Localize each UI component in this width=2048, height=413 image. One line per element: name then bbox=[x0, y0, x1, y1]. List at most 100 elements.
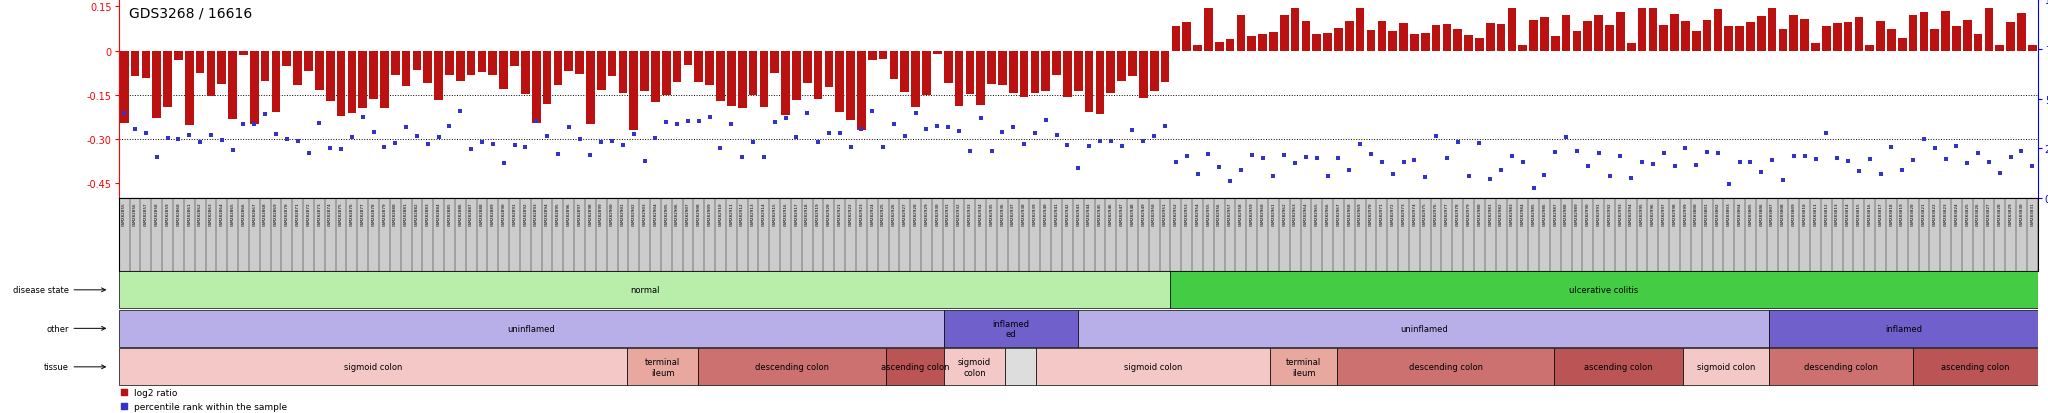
Bar bbox=[889, 52, 899, 79]
Bar bbox=[119, 349, 627, 385]
Bar bbox=[467, 52, 475, 76]
Bar bbox=[510, 52, 518, 67]
Text: GSM282988: GSM282988 bbox=[1565, 202, 1569, 226]
Bar bbox=[500, 52, 508, 90]
Bar bbox=[1171, 27, 1180, 52]
Bar bbox=[1010, 52, 1018, 94]
Point bbox=[1583, 150, 1616, 157]
Text: GSM282874: GSM282874 bbox=[328, 202, 332, 226]
Text: GSM282895: GSM282895 bbox=[555, 202, 559, 226]
Text: inflamed: inflamed bbox=[1884, 324, 1921, 333]
Text: GSM282948: GSM282948 bbox=[1130, 202, 1135, 226]
Bar bbox=[1106, 52, 1114, 94]
Bar bbox=[901, 52, 909, 93]
Point bbox=[889, 134, 922, 140]
Text: GSM282919: GSM282919 bbox=[815, 202, 819, 226]
Text: GSM283009: GSM283009 bbox=[1792, 202, 1796, 226]
Bar bbox=[1346, 22, 1354, 52]
Text: GSM282966: GSM282966 bbox=[1325, 202, 1329, 226]
Bar bbox=[1735, 26, 1745, 52]
Bar bbox=[1053, 52, 1061, 76]
Text: GSM282891: GSM282891 bbox=[512, 202, 516, 226]
Point bbox=[1712, 182, 1745, 188]
Bar bbox=[1747, 23, 1755, 52]
Point bbox=[801, 140, 834, 147]
Bar bbox=[489, 52, 498, 76]
Text: GSM283011: GSM283011 bbox=[1815, 202, 1817, 226]
Text: GSM282873: GSM282873 bbox=[317, 202, 322, 226]
Bar bbox=[1366, 31, 1376, 52]
Text: GSM282908: GSM282908 bbox=[696, 202, 700, 226]
Point bbox=[1853, 156, 1886, 163]
Point bbox=[1886, 167, 1919, 174]
Text: GSM282984: GSM282984 bbox=[1522, 202, 1526, 226]
Text: GSM283000: GSM283000 bbox=[1694, 202, 1698, 226]
Text: GSM282928: GSM282928 bbox=[913, 202, 918, 226]
Text: GSM282965: GSM282965 bbox=[1315, 202, 1319, 226]
Bar bbox=[1030, 52, 1038, 94]
Text: GSM283008: GSM283008 bbox=[1782, 202, 1786, 226]
Bar bbox=[412, 52, 422, 71]
Text: GSM282951: GSM282951 bbox=[1163, 202, 1167, 226]
Point bbox=[1061, 166, 1094, 172]
Bar bbox=[1866, 45, 1874, 52]
Bar bbox=[965, 52, 975, 95]
Point bbox=[1507, 159, 1540, 166]
Point bbox=[1106, 143, 1139, 150]
Point bbox=[129, 131, 162, 137]
Bar bbox=[250, 52, 258, 125]
Point bbox=[1778, 153, 1810, 159]
Bar bbox=[1507, 9, 1516, 52]
Point bbox=[1333, 167, 1366, 173]
Text: GSM282980: GSM282980 bbox=[1477, 202, 1481, 226]
Point bbox=[109, 389, 139, 395]
Point bbox=[1094, 138, 1126, 145]
Point bbox=[1040, 132, 1073, 139]
Bar bbox=[813, 52, 823, 100]
Point bbox=[1843, 169, 1876, 175]
Text: GSM282927: GSM282927 bbox=[903, 202, 907, 226]
Text: GSM282906: GSM282906 bbox=[676, 202, 680, 226]
Point bbox=[1169, 154, 1202, 160]
Text: GSM282956: GSM282956 bbox=[1217, 202, 1221, 226]
Point bbox=[109, 110, 141, 117]
Point bbox=[834, 145, 866, 151]
Bar bbox=[1020, 52, 1028, 98]
Text: GSM283029: GSM283029 bbox=[2009, 202, 2013, 226]
Bar bbox=[1063, 52, 1071, 97]
Point bbox=[270, 137, 303, 143]
Bar bbox=[391, 52, 399, 76]
Bar bbox=[1378, 22, 1386, 52]
Point bbox=[465, 139, 498, 146]
Point bbox=[119, 126, 152, 133]
Point bbox=[1452, 173, 1485, 180]
Bar bbox=[1161, 52, 1169, 83]
Bar bbox=[1769, 349, 1913, 385]
Text: GSM282893: GSM282893 bbox=[535, 202, 539, 226]
Point bbox=[1939, 143, 1972, 150]
Text: descending colon: descending colon bbox=[1409, 363, 1483, 371]
Bar bbox=[520, 52, 530, 95]
Point bbox=[1876, 145, 1909, 151]
Point bbox=[1354, 151, 1386, 158]
Bar bbox=[1204, 9, 1212, 52]
Bar bbox=[1931, 30, 1939, 52]
Bar bbox=[457, 52, 465, 82]
Bar bbox=[141, 52, 150, 79]
Bar bbox=[1313, 35, 1321, 52]
Point bbox=[1235, 152, 1268, 159]
Point bbox=[1192, 151, 1225, 158]
Text: GSM282959: GSM282959 bbox=[1249, 202, 1253, 226]
Bar bbox=[119, 310, 944, 347]
Point bbox=[2015, 164, 2048, 170]
Bar bbox=[174, 52, 182, 61]
Point bbox=[1745, 169, 1778, 176]
Point bbox=[1159, 159, 1192, 166]
Point bbox=[238, 121, 270, 128]
Text: GSM282937: GSM282937 bbox=[1012, 202, 1016, 226]
Text: ascending colon: ascending colon bbox=[881, 363, 950, 371]
Bar bbox=[1778, 30, 1788, 52]
Point bbox=[1376, 171, 1409, 178]
Point bbox=[1593, 173, 1626, 180]
Bar bbox=[1563, 16, 1571, 52]
